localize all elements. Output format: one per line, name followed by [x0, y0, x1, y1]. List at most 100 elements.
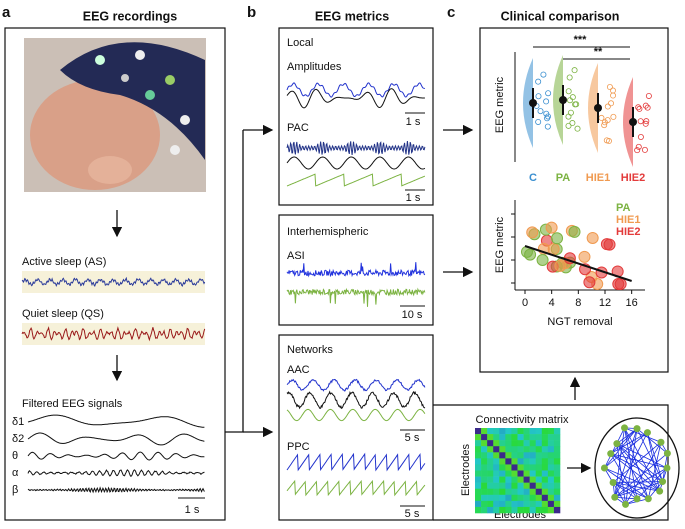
matrix-cell — [481, 428, 488, 435]
sample-point — [605, 138, 612, 145]
matrix-cell — [487, 500, 494, 508]
matrix-cell — [541, 458, 549, 465]
eeg-trace — [27, 469, 205, 477]
matrix-cell — [493, 494, 500, 502]
sample-point — [609, 87, 616, 94]
edge — [604, 467, 660, 492]
matrix-cell — [535, 440, 543, 447]
matrix-cell — [547, 452, 555, 459]
matrix-cell — [541, 428, 549, 435]
sample-point — [645, 92, 652, 99]
sample-point — [574, 125, 581, 132]
photo — [24, 38, 206, 192]
scale-label: 1 s — [406, 116, 421, 128]
matrix-cell — [511, 440, 518, 447]
matrix-cell — [529, 482, 537, 490]
matrix-cell — [529, 476, 537, 483]
median — [594, 104, 602, 112]
label: PAC — [287, 122, 309, 134]
matrix-cell — [481, 434, 488, 441]
matrix-cell — [481, 506, 488, 514]
matrix-cell — [535, 482, 543, 490]
matrix-title: Connectivity matrix — [476, 414, 569, 426]
label: Quiet sleep (QS) — [22, 308, 104, 320]
matrix-cell — [523, 458, 530, 465]
sample-point — [567, 109, 574, 116]
edge — [616, 443, 626, 505]
network-box — [433, 404, 669, 521]
matrix-cell — [547, 434, 555, 441]
matrix-cell — [493, 428, 500, 435]
sample-point — [604, 103, 611, 110]
edge — [625, 428, 638, 505]
matrix-cell — [535, 446, 543, 453]
sample-point — [606, 84, 613, 91]
matrix-cell — [535, 428, 543, 435]
matrix-cell — [487, 494, 494, 502]
x-tick-label: 12 — [599, 297, 611, 309]
label: AAC — [287, 364, 310, 376]
matrix-cell — [493, 452, 500, 459]
sample-point — [537, 108, 544, 115]
panel-title: Clinical comparison — [501, 9, 620, 23]
panel-letter: c — [447, 4, 455, 21]
matrix-cell — [517, 440, 524, 447]
group-label: PA — [556, 172, 571, 184]
matrix-cell — [541, 434, 549, 441]
matrix-cell — [517, 488, 524, 496]
eeg-trace — [27, 414, 205, 428]
edge — [614, 428, 638, 498]
matrix-cell — [523, 440, 530, 447]
matrix-cell — [499, 506, 506, 514]
node — [600, 464, 608, 472]
matrix-cell — [547, 488, 555, 496]
band-label: α — [12, 467, 19, 479]
matrix-cell — [487, 464, 494, 471]
matrix-cell — [535, 470, 543, 477]
matrix-cell — [541, 452, 549, 459]
violin — [588, 63, 598, 153]
matrix-cell — [487, 482, 494, 490]
scatter-point — [568, 225, 581, 238]
edge — [613, 482, 660, 492]
box-title: Local — [287, 37, 313, 49]
node — [657, 438, 665, 446]
matrix-cell — [553, 470, 561, 477]
sample-point — [637, 134, 644, 141]
node — [663, 449, 671, 457]
matrix-cell — [529, 494, 537, 502]
matrix-cell — [475, 458, 482, 465]
matrix-cell — [553, 476, 561, 483]
matrix-cell — [535, 500, 543, 508]
node — [607, 450, 615, 458]
matrix-cell — [505, 500, 512, 508]
matrix-cell — [541, 482, 549, 490]
matrix-cell — [517, 482, 524, 490]
edge — [616, 443, 649, 499]
sample-point — [569, 94, 576, 101]
edge — [604, 432, 648, 469]
panel-letter: b — [247, 4, 256, 21]
matrix-cell — [553, 500, 561, 508]
panel-title: EEG recordings — [83, 9, 178, 23]
matrix-cell — [481, 482, 488, 490]
violin — [623, 77, 633, 167]
matrix-cell — [487, 434, 494, 441]
matrix-cell — [541, 488, 549, 496]
regression-line — [524, 245, 632, 282]
legend-entry: HIE2 — [616, 226, 640, 238]
matrix-cell — [475, 488, 482, 496]
sample-point — [644, 104, 651, 111]
matrix-cell — [475, 494, 482, 502]
edge — [616, 443, 668, 469]
box-title: Interhemispheric — [287, 226, 369, 238]
scatter-point — [545, 221, 558, 234]
matrix-cell — [553, 434, 561, 441]
sample-point — [635, 104, 642, 111]
eeg-trace — [286, 452, 426, 472]
eeg-strip — [22, 323, 205, 345]
node — [633, 425, 641, 433]
label: Filtered EEG signals — [22, 398, 123, 410]
matrix-cell — [475, 476, 482, 483]
axis-label: EEG metric — [494, 76, 506, 133]
